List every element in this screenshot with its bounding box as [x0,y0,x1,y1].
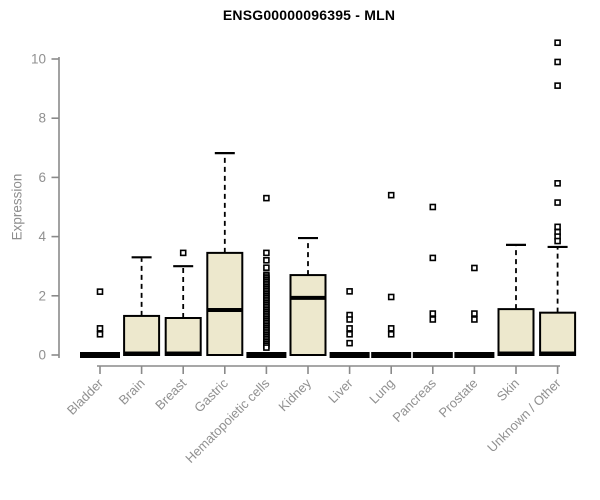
outlier-point-bladder [96,288,104,295]
outlier-point-pancreas [429,310,437,317]
x-tick-label: Breast [152,375,189,412]
outlier-point-unknown-other [554,82,561,89]
x-tick-label: Skin [494,376,522,404]
outlier-point-hematopoietic-cells [263,264,270,271]
box-skin [497,308,535,356]
outlier-point-unknown-other [554,58,561,66]
box-flat-bladder [80,352,120,358]
box-flat-hematopoietic-cells [246,352,287,358]
outlier-point-hematopoietic-cells [263,249,270,257]
median-unknown-other [540,351,576,356]
median-kidney [290,295,326,300]
outlier-point-prostate [471,316,478,323]
outlier-point-unknown-other [554,39,561,47]
y-tick-label: 4 [38,229,46,244]
outlier-point-prostate [471,264,478,272]
x-tick-label: Brain [116,376,148,408]
box-unknown-other [539,311,577,356]
outlier-point-hematopoietic-cells [263,256,270,264]
x-tick-label: Liver [325,375,356,406]
outlier-point-unknown-other [554,223,561,231]
y-tick-label: 0 [38,348,46,363]
outlier-point-unknown-other [554,199,561,206]
x-tick-label: Unknown / Other [484,375,564,455]
box-flat-prostate [454,352,495,358]
outlier-point-prostate [471,310,478,317]
outlier-point-bladder [96,330,104,338]
outlier-point-liver [346,339,353,347]
x-tick-label: Lung [366,376,397,407]
outlier-point-bladder [96,325,104,332]
box-flat-lung [371,352,412,358]
outlier-point-pancreas [429,254,437,262]
outlier-point-lung [387,325,395,332]
outlier-point-liver [346,288,353,295]
x-tick-label: Prostate [436,376,481,421]
x-tick-label: Bladder [64,375,107,418]
box-breast [164,317,202,356]
outlier-point-liver [346,316,353,323]
box-kidney [289,274,327,356]
y-tick-label: 8 [38,111,46,126]
outlier-point-breast [179,249,187,257]
box-gastric [206,251,244,357]
box-flat-liver [329,352,370,358]
outlier-point-lung [387,293,395,301]
median-brain [124,351,160,356]
outlier-point-unknown-other [554,237,561,245]
y-tick-label: 2 [38,288,46,303]
outlier-point-hematopoietic-cells [263,344,270,351]
median-skin [498,351,534,356]
outlier-point-unknown-other [554,180,561,187]
y-tick-label: 6 [38,170,46,185]
box-brain [123,314,161,357]
outlier-point-lung [387,191,395,199]
x-tick-label: Kidney [275,375,314,414]
box-flat-pancreas [412,352,453,358]
chart-title: ENSG00000096395 - MLN [222,7,396,23]
outlier-point-hematopoietic-cells [263,194,270,202]
median-breast [165,351,201,356]
outlier-point-liver [346,330,353,338]
outlier-point-pancreas [429,203,437,211]
y-tick-label: 10 [31,52,46,67]
x-tick-label: Pancreas [389,375,439,425]
x-tick-label: Gastric [191,375,231,415]
outlier-point-lung [387,330,395,338]
outlier-point-pancreas [429,316,437,323]
outlier-point-liver [346,325,353,332]
median-gastric [207,308,243,313]
